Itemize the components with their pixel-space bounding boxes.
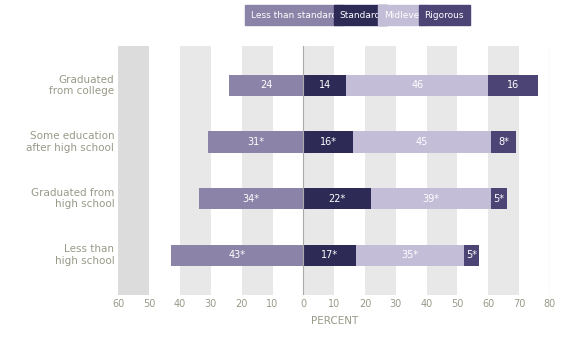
- Bar: [180, 46, 211, 295]
- Text: 5*: 5*: [494, 194, 505, 204]
- Bar: [464, 244, 479, 266]
- X-axis label: PERCENT: PERCENT: [311, 316, 358, 326]
- Text: 14: 14: [319, 80, 331, 91]
- Bar: [371, 188, 491, 210]
- Bar: [488, 46, 519, 295]
- Bar: [303, 46, 334, 295]
- Bar: [519, 46, 550, 295]
- Bar: [346, 75, 488, 96]
- Text: 16*: 16*: [320, 137, 337, 147]
- Bar: [208, 131, 303, 153]
- Text: 22*: 22*: [329, 194, 346, 204]
- Text: 34*: 34*: [243, 194, 259, 204]
- Text: 43*: 43*: [228, 250, 245, 260]
- Bar: [272, 46, 303, 295]
- Bar: [118, 46, 149, 295]
- Bar: [352, 131, 491, 153]
- Text: 35*: 35*: [401, 250, 418, 260]
- Text: 5*: 5*: [466, 250, 477, 260]
- Bar: [365, 46, 396, 295]
- Text: 39*: 39*: [423, 194, 440, 204]
- Bar: [303, 131, 352, 153]
- Bar: [303, 188, 371, 210]
- Bar: [230, 75, 303, 96]
- Bar: [171, 244, 303, 266]
- Text: 17*: 17*: [321, 250, 338, 260]
- Bar: [491, 188, 506, 210]
- Bar: [488, 75, 537, 96]
- Bar: [457, 46, 488, 295]
- Text: 45: 45: [416, 137, 428, 147]
- Bar: [426, 46, 457, 295]
- Bar: [491, 131, 516, 153]
- Bar: [199, 188, 303, 210]
- Bar: [118, 46, 149, 295]
- Legend: Less than standard, Standard, Midlevel, Rigorous: Less than standard, Standard, Midlevel, …: [248, 8, 466, 22]
- Bar: [211, 46, 242, 295]
- Text: 24: 24: [260, 80, 272, 91]
- Text: 8*: 8*: [498, 137, 509, 147]
- Bar: [334, 46, 365, 295]
- Text: 16: 16: [507, 80, 519, 91]
- Bar: [303, 244, 356, 266]
- Bar: [356, 244, 464, 266]
- Text: 31*: 31*: [247, 137, 264, 147]
- Bar: [303, 75, 346, 96]
- Bar: [149, 46, 180, 295]
- Bar: [242, 46, 272, 295]
- Text: 46: 46: [411, 80, 424, 91]
- Bar: [396, 46, 426, 295]
